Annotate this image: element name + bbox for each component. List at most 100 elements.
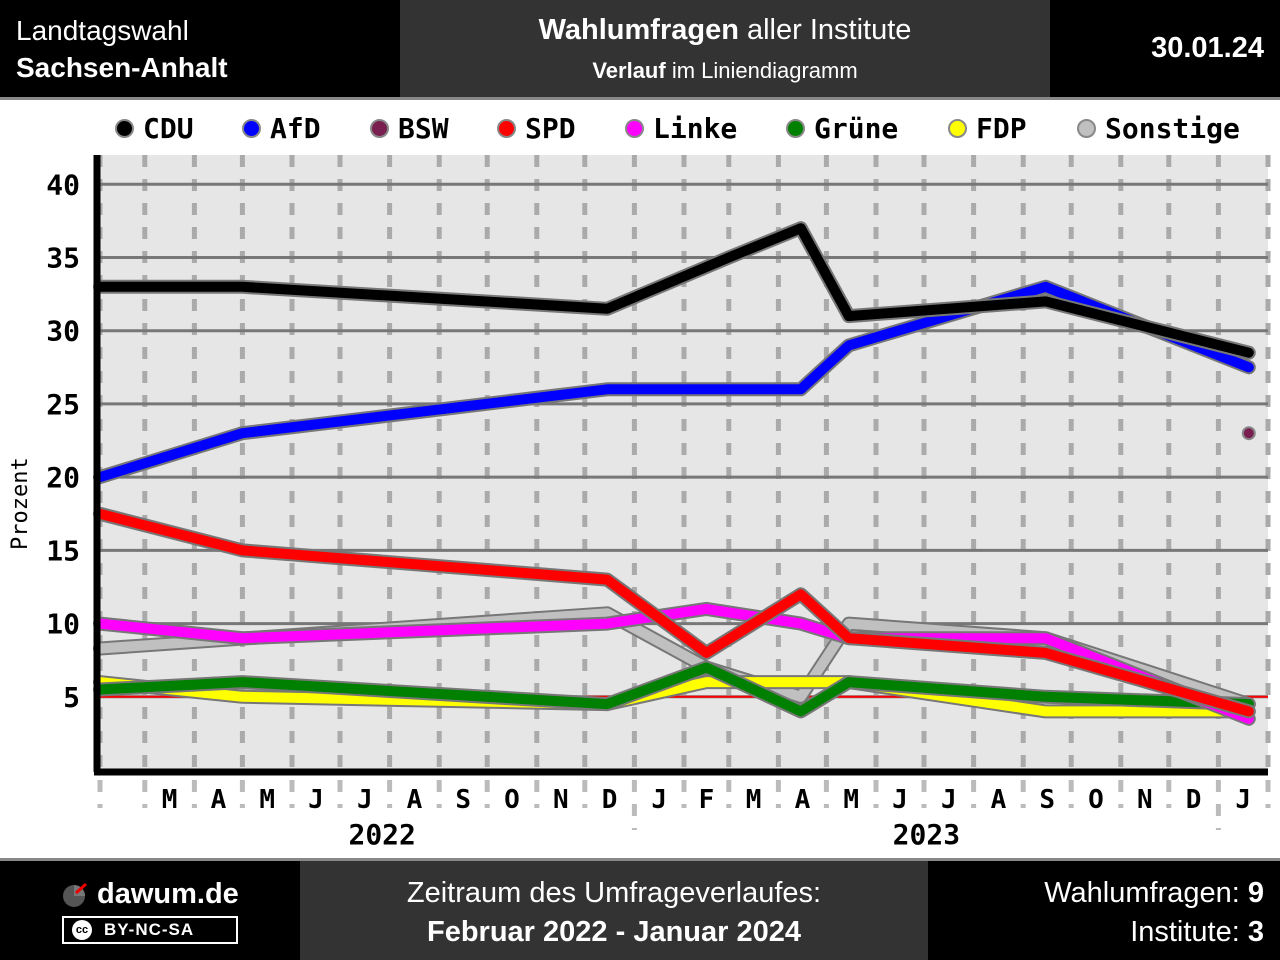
footer: dawum.de cc BY-NC-SA Zeitraum des Umfrag… <box>0 858 1280 960</box>
footer-divider <box>0 858 1280 861</box>
x-tick-label: N <box>1137 785 1153 815</box>
legend-label-gruene: Grüne <box>814 111 899 145</box>
legend-swatch-cdu <box>115 118 134 138</box>
period-value: Februar 2022 - Januar 2024 <box>427 916 801 948</box>
year-label: 2023 <box>893 818 960 851</box>
series-point <box>1241 426 1256 441</box>
series-afd <box>93 279 1256 485</box>
date-label: 30.01.24 <box>1151 32 1264 64</box>
series-spd <box>93 506 1256 719</box>
x-tick-label: S <box>455 785 471 815</box>
y-tick-label: 10 <box>46 608 80 641</box>
legend-item-gruene[interactable]: Grüne <box>786 108 898 148</box>
x-tick-label: A <box>991 785 1007 815</box>
license-text: BY-NC-SA <box>104 920 195 939</box>
title-box: Wahlumfragen aller Institute Verlauf im … <box>400 0 1050 97</box>
series-gruene <box>93 660 1256 719</box>
subtitle-rest: im Liniendiagramm <box>665 58 858 83</box>
legend-swatch-sonstige <box>1077 118 1096 138</box>
election-box: Landtagswahl Sachsen-Anhalt <box>0 0 400 97</box>
brand-box: dawum.de cc BY-NC-SA <box>0 861 300 960</box>
election-type: Landtagswahl <box>16 15 189 46</box>
y-tick-label: 25 <box>46 388 80 421</box>
x-tick-label: J <box>357 785 373 815</box>
x-tick-label: A <box>407 785 423 815</box>
x-tick-label: N <box>553 785 569 815</box>
dawum-logo-icon <box>63 882 88 907</box>
y-tick-label: 20 <box>46 461 80 494</box>
legend-swatch-afd <box>242 118 261 138</box>
y-tick-label: 5 <box>63 681 80 714</box>
polls-label: Wahlumfragen: <box>1044 877 1248 909</box>
x-tick-label: S <box>1039 785 1055 815</box>
x-tick-label: A <box>211 785 227 815</box>
x-tick-label: J <box>941 785 957 815</box>
y-tick-label: 40 <box>46 168 80 201</box>
series-line <box>95 677 1254 717</box>
legend-item-cdu[interactable]: CDU <box>115 108 194 148</box>
legend-swatch-linke <box>625 118 644 138</box>
x-tick-label: M <box>746 785 762 815</box>
y-axis-label: Prozent <box>8 457 33 550</box>
legend-item-bsw[interactable]: BSW <box>370 108 449 148</box>
x-tick-label: M <box>259 785 275 815</box>
legend-swatch-fdp <box>948 118 967 138</box>
legend-swatch-gruene <box>786 118 805 138</box>
legend-label-spd: SPD <box>525 111 576 145</box>
legend-item-linke[interactable]: Linke <box>625 108 737 148</box>
institutes-label: Institute: <box>1130 916 1248 948</box>
period-box: Zeitraum des Umfrageverlaufes: Februar 2… <box>300 861 928 960</box>
x-tick-label: A <box>795 785 811 815</box>
legend-label-cdu: CDU <box>143 111 194 145</box>
header: Landtagswahl Sachsen-Anhalt Wahlumfragen… <box>0 0 1280 97</box>
brand-name[interactable]: dawum.de <box>97 878 239 910</box>
y-tick-label: 30 <box>46 315 80 348</box>
x-tick-label: J <box>651 785 667 815</box>
institutes-value: 3 <box>1247 916 1264 948</box>
x-tick-label: O <box>1088 785 1104 815</box>
series-line <box>95 223 1254 358</box>
series-line <box>95 508 1254 717</box>
chart-area: M A M J J A S O N D J F M A M J J A S O N D J 2022 2023 5 10 15 20 25… <box>0 150 1280 860</box>
legend-label-sonstige: Sonstige <box>1105 111 1240 145</box>
date-box: 30.01.24 <box>1050 0 1280 97</box>
series-fdp <box>93 675 1256 719</box>
x-tick-label: J <box>1235 785 1251 815</box>
y-axis-labels: 5 10 15 20 25 30 35 40 <box>46 168 80 714</box>
cc-icon: cc <box>72 920 92 940</box>
institutes-count: Institute: 3 <box>1130 916 1264 949</box>
legend-item-afd[interactable]: AfD <box>242 108 321 148</box>
election-region: Sachsen-Anhalt <box>16 52 228 83</box>
x-tick-label: O <box>504 785 520 815</box>
x-tick-label: M <box>843 785 859 815</box>
series-bsw <box>1241 426 1256 441</box>
license-badge[interactable]: cc BY-NC-SA <box>62 916 238 944</box>
title-rest: aller Institute <box>738 14 912 46</box>
series-line <box>95 281 1254 483</box>
series-line <box>95 662 1254 717</box>
y-tick-label: 15 <box>46 534 80 567</box>
subtitle-bold: Verlauf <box>592 58 666 83</box>
x-tick-label: J <box>892 785 908 815</box>
period-label: Zeitraum des Umfrageverlaufes: <box>406 877 822 909</box>
x-tick-label: D <box>602 785 618 815</box>
legend-swatch-spd <box>497 118 516 138</box>
legend-label-afd: AfD <box>270 111 321 145</box>
series-cdu <box>93 221 1256 360</box>
legend-label-bsw: BSW <box>398 111 449 145</box>
page-title: Wahlumfragen aller Institute <box>400 14 1050 47</box>
header-divider <box>0 97 1280 100</box>
x-tick-label: F <box>699 785 715 815</box>
stats-box: Wahlumfragen: 9 Institute: 3 <box>928 861 1280 960</box>
title-bold: Wahlumfragen <box>538 14 739 46</box>
polls-count: Wahlumfragen: 9 <box>1044 877 1264 910</box>
chart-legend: CDU AfD BSW SPD Linke Grüne FDP Sonstige <box>0 108 1280 148</box>
x-tick-label: J <box>308 785 324 815</box>
legend-item-fdp[interactable]: FDP <box>948 108 1027 148</box>
legend-label-fdp: FDP <box>976 111 1027 145</box>
legend-item-sonstige[interactable]: Sonstige <box>1077 108 1240 148</box>
year-label: 2022 <box>348 818 415 851</box>
legend-item-spd[interactable]: SPD <box>497 108 576 148</box>
